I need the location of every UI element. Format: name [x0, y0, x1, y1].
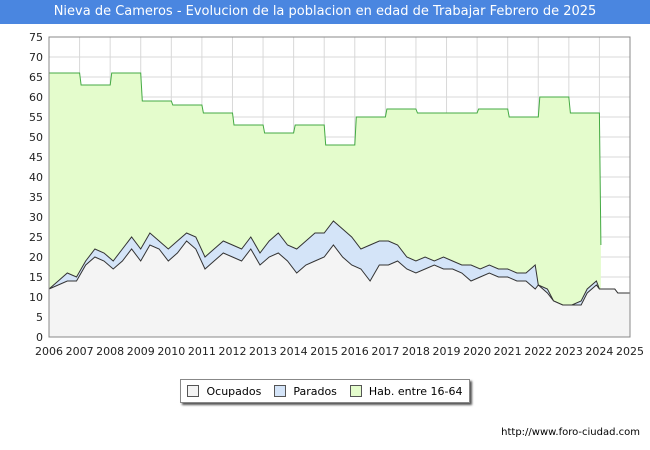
- source-link[interactable]: http://www.foro-ciudad.com: [501, 427, 640, 438]
- axes: [48, 36, 631, 338]
- x-tick-label: 2015: [310, 345, 338, 358]
- legend-item-hab: Hab. entre 16-64: [349, 384, 463, 398]
- x-tick-label: 2020: [463, 345, 491, 358]
- y-tick-label: 50: [29, 131, 43, 144]
- x-tick-label: 2023: [555, 345, 583, 358]
- y-tick-labels: 0 5 10 15 20 25 30 35 40 45 50 55 60 65 70 75: [29, 31, 43, 344]
- y-tick-label: 55: [29, 111, 43, 124]
- y-tick-label: 30: [29, 211, 43, 224]
- series-parados-line: [48, 220, 630, 306]
- y-tick-label: 40: [29, 171, 43, 184]
- y-tick-label: 0: [36, 331, 43, 344]
- x-tick-labels: 2006 2007 2008 2009 2010 2011 2012 2013 2014 2015…: [35, 345, 644, 358]
- x-tick-label: 2013: [249, 345, 277, 358]
- x-tick-label: 2008: [96, 345, 124, 358]
- x-tick-label: 2024: [585, 345, 613, 358]
- x-tick-label: 2025: [616, 345, 644, 358]
- y-tick-label: 10: [29, 291, 43, 304]
- x-tick-label: 2010: [157, 345, 185, 358]
- y-tick-label: 70: [29, 51, 43, 64]
- legend-label-parados: Parados: [293, 384, 337, 398]
- series-ocupados-area: [49, 241, 630, 337]
- x-tick-label: 2009: [127, 345, 155, 358]
- y-tick-label: 25: [29, 231, 43, 244]
- x-tick-label: 2007: [66, 345, 94, 358]
- y-tick-label: 35: [29, 191, 43, 204]
- y-tick-label: 65: [29, 71, 43, 84]
- legend-item-parados: Parados: [274, 385, 337, 398]
- y-tick-label: 75: [29, 31, 43, 44]
- y-tick-label: 20: [29, 251, 43, 264]
- x-tick-label: 2014: [280, 345, 308, 358]
- legend-label-ocupados: Ocupados: [206, 384, 262, 398]
- y-tick-label: 15: [29, 271, 43, 284]
- legend-item-ocupados: Ocupados: [187, 385, 261, 398]
- x-tick-label: 2016: [341, 345, 369, 358]
- x-tick-label: 2011: [188, 345, 216, 358]
- y-tick-label: 60: [29, 91, 43, 104]
- chart-title: Nieva de Cameros - Evolucion de la pobla…: [0, 0, 650, 24]
- legend-swatch-hab: [349, 385, 362, 397]
- series-layer: [48, 72, 630, 337]
- legend: Ocupados Parados Hab. entre 16-64: [180, 379, 470, 403]
- x-tick-label: 2017: [371, 345, 399, 358]
- legend-label-hab: Hab. entre 16-64: [368, 384, 463, 398]
- x-tick-label: 2006: [35, 345, 63, 358]
- x-tick-label: 2019: [433, 345, 461, 358]
- series-hab-line: [49, 72, 602, 246]
- legend-swatch-parados: [274, 385, 287, 397]
- y-tick-label: 5: [36, 311, 43, 324]
- x-tick-label: 2018: [402, 345, 430, 358]
- series-ocupados-line: [48, 240, 630, 306]
- x-tick-label: 2022: [524, 345, 552, 358]
- legend-swatch-ocupados: [187, 385, 200, 397]
- x-tick-label: 2012: [218, 345, 246, 358]
- plot-border: [48, 36, 631, 338]
- x-tick-label: 2021: [494, 345, 522, 358]
- y-tick-label: 45: [29, 151, 43, 164]
